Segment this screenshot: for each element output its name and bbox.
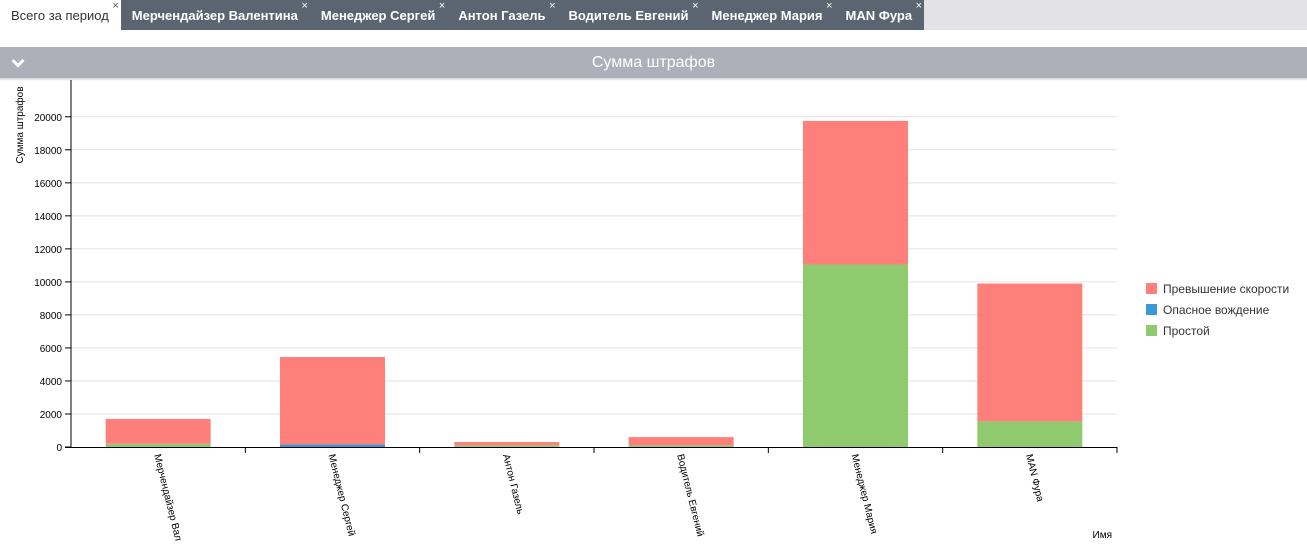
x-tick-label: Менеджер Сергей	[326, 453, 357, 537]
y-tick-label: 8000	[40, 311, 63, 322]
close-icon[interactable]: ×	[692, 0, 699, 12]
tab-label: Антон Газель	[458, 7, 546, 23]
y-tick-label: 14000	[34, 212, 62, 223]
tab-label: Всего за период	[11, 7, 109, 23]
y-tick-label: 2000	[40, 410, 63, 421]
tab-label: Водитель Евгений	[568, 7, 689, 23]
tab-3[interactable]: Антон Газель ×	[447, 0, 558, 30]
tab-bar: Всего за период × Мерчендайзер Валентина × М…	[0, 0, 1307, 30]
bar-4-series-2	[803, 120, 908, 265]
y-tick-label: 10000	[34, 278, 62, 289]
x-tick-label: Менеджер Мария	[849, 453, 879, 535]
x-tick-label: MAN Фура	[1023, 453, 1046, 503]
y-tick-label: 18000	[34, 146, 62, 157]
tab-0[interactable]: Всего за период ×	[0, 0, 121, 30]
legend-swatch	[1146, 325, 1157, 336]
chevron-down-icon[interactable]	[8, 47, 28, 78]
panel-title: Сумма штрафов	[591, 54, 716, 71]
y-tick-label: 6000	[40, 344, 63, 355]
tab-4[interactable]: Водитель Евгений ×	[557, 0, 701, 30]
close-icon[interactable]: ×	[915, 0, 923, 12]
tab-1[interactable]: Мерчендайзер Валентина ×	[120, 0, 310, 30]
tab-2[interactable]: Менеджер Сергей ×	[309, 0, 448, 30]
chart-legend: Превышение скорости Опасное вождение Прост…	[1146, 278, 1289, 341]
y-tick-label: 12000	[34, 245, 62, 256]
bar-3-series-2	[628, 437, 734, 446]
y-tick-label: 4000	[40, 377, 63, 388]
x-tick-label: Водитель Евгений	[674, 453, 705, 538]
tab-label: Менеджер Сергей	[320, 7, 436, 23]
close-icon[interactable]: ×	[438, 0, 446, 12]
bar-1-series-2	[280, 357, 385, 445]
close-icon[interactable]: ×	[549, 0, 556, 12]
tab-label: Менеджер Мария	[711, 7, 823, 23]
tab-5[interactable]: Менеджер Мария ×	[700, 0, 835, 30]
x-tick-label: Антон Газель	[500, 453, 526, 515]
panel-divider	[0, 78, 1307, 81]
y-axis-title: Сумма штрафов	[14, 86, 26, 163]
legend-label: Превышение скорости	[1163, 281, 1290, 296]
close-icon[interactable]: ×	[112, 0, 119, 12]
bar-2-series-2	[454, 442, 560, 446]
tab-label: Мерчендайзер Валентина	[131, 7, 298, 23]
legend-item[interactable]: Опасное вождение	[1146, 299, 1289, 320]
y-tick-label: 20000	[34, 113, 62, 124]
x-tick-label: Мерчендайзер Вал	[151, 453, 183, 542]
y-tick-label: 0	[56, 443, 62, 454]
legend-label: Простой	[1163, 323, 1210, 338]
tab-label: MAN Фура	[845, 7, 913, 23]
panel-header: Сумма штрафов	[0, 47, 1307, 78]
legend-label: Опасное вождение	[1163, 302, 1270, 317]
bar-3-series-0	[628, 445, 734, 447]
close-icon[interactable]: ×	[826, 0, 833, 12]
x-axis-title: Имя	[1093, 530, 1112, 541]
bar-5-series-2	[977, 283, 1083, 422]
legend-item[interactable]: Простой	[1146, 320, 1289, 341]
bar-0-series-2	[105, 418, 211, 444]
tab-6[interactable]: MAN Фура ×	[834, 0, 925, 30]
legend-item[interactable]: Превышение скорости	[1146, 278, 1289, 299]
legend-swatch	[1146, 304, 1157, 315]
bar-2-series-0	[454, 445, 560, 447]
legend-swatch	[1146, 283, 1157, 294]
y-tick-label: 16000	[34, 179, 62, 190]
close-icon[interactable]: ×	[301, 0, 308, 12]
bar-4-series-0	[803, 264, 908, 447]
bar-0-series-0	[105, 443, 211, 447]
bar-5-series-0	[977, 421, 1083, 447]
bar-1-series-1	[280, 444, 385, 447]
